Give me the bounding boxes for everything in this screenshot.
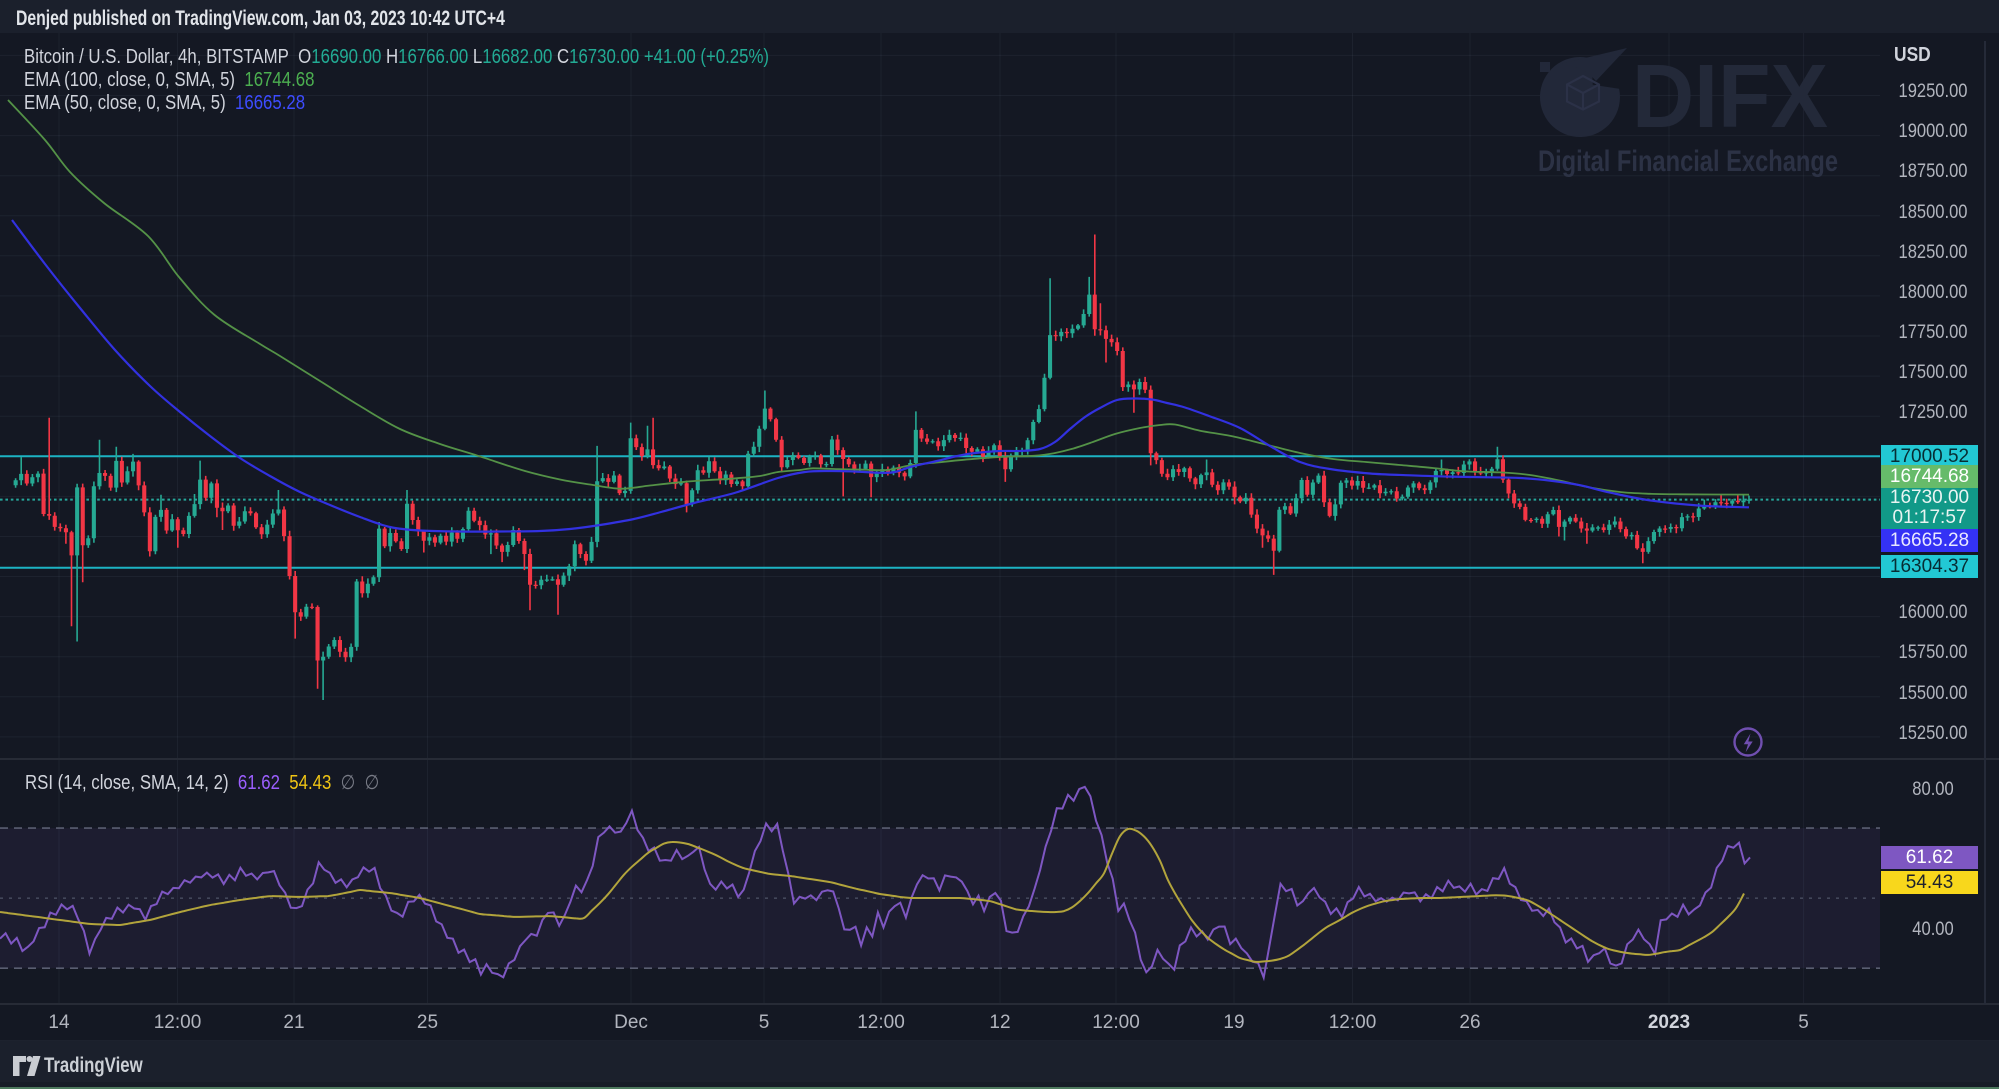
svg-text:DIFX: DIFX	[1632, 47, 1828, 147]
svg-text:Digital Financial Exchange: Digital Financial Exchange	[1538, 145, 1838, 178]
